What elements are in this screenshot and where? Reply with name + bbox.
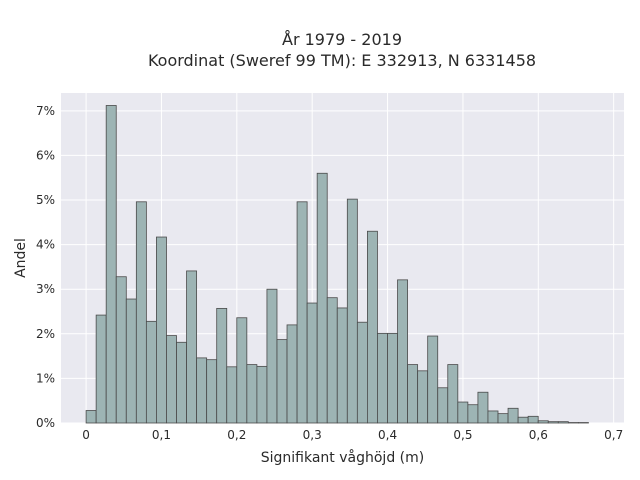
histogram-bar xyxy=(407,364,419,424)
chart-title-line-2: Koordinat (Sweref 99 TM): E 332913, N 63… xyxy=(148,51,536,70)
histogram-bar xyxy=(557,421,569,424)
histogram-bar xyxy=(266,288,278,424)
y-tick-label: 1% xyxy=(36,371,55,385)
bars xyxy=(85,105,589,424)
x-tick-label: 0,2 xyxy=(227,428,246,442)
histogram-bar xyxy=(105,105,117,424)
histogram-bar xyxy=(166,335,177,424)
histogram-bar xyxy=(547,421,559,424)
histogram-bar xyxy=(156,236,167,424)
histogram-bar xyxy=(427,335,439,424)
y-tick-label: 7% xyxy=(36,104,55,118)
histogram-bar xyxy=(507,407,519,424)
histogram-bar xyxy=(417,370,429,424)
histogram-bar xyxy=(457,401,469,424)
histogram-bar xyxy=(517,416,529,424)
histogram-bar xyxy=(296,201,308,424)
x-axis-ticks: 0 0,1 0,2 0,3 0,4 0,5 0,6 0,7 xyxy=(82,428,623,442)
chart-title-line-1: År 1979 - 2019 xyxy=(282,30,402,49)
y-tick-label: 5% xyxy=(36,193,55,207)
x-tick-label: 0,6 xyxy=(529,428,548,442)
histogram-bar xyxy=(286,324,298,424)
histogram-bar xyxy=(447,364,459,424)
x-tick-label: 0,7 xyxy=(604,428,623,442)
histogram-bar xyxy=(186,270,198,424)
x-tick-label: 0,4 xyxy=(378,428,397,442)
histogram-bar xyxy=(216,307,228,424)
histogram-bar xyxy=(226,366,238,424)
y-tick-label: 0% xyxy=(36,416,55,430)
histogram-bar xyxy=(487,410,499,424)
x-tick-label: 0,1 xyxy=(152,428,171,442)
histogram-bar xyxy=(326,297,338,424)
histogram-bar xyxy=(316,172,328,424)
histogram-bar xyxy=(196,357,208,424)
histogram-bar xyxy=(356,321,368,424)
histogram-bar xyxy=(477,391,489,424)
y-tick-label: 2% xyxy=(36,327,55,341)
y-tick-label: 3% xyxy=(36,282,55,296)
histogram-bar xyxy=(397,279,408,424)
y-tick-label: 4% xyxy=(36,238,55,252)
histogram-bar xyxy=(135,201,147,424)
x-tick-label: 0,5 xyxy=(453,428,472,442)
histogram-bar xyxy=(246,364,258,424)
histogram-bar xyxy=(437,387,449,424)
y-axis-title: Andel xyxy=(13,238,29,278)
histogram-bar xyxy=(256,365,268,424)
y-tick-label: 6% xyxy=(36,148,55,162)
histogram-bar xyxy=(467,404,479,424)
histogram-bar xyxy=(336,307,348,424)
x-tick-label: 0,3 xyxy=(303,428,322,442)
histogram-bar xyxy=(527,415,539,424)
histogram-bar xyxy=(125,298,137,424)
histogram-bar xyxy=(206,359,218,424)
histogram-bar xyxy=(236,317,248,424)
histogram-bar xyxy=(145,320,157,424)
histogram-bar xyxy=(115,276,127,424)
histogram-bar xyxy=(276,339,288,424)
histogram-bar xyxy=(85,410,97,424)
histogram-bar xyxy=(367,230,378,424)
histogram-bar xyxy=(176,341,187,424)
histogram-bar xyxy=(387,332,398,424)
histogram-bar xyxy=(306,302,318,424)
x-axis-title: Signifikant våghöjd (m) xyxy=(261,449,424,466)
x-tick-label: 0 xyxy=(82,428,90,442)
histogram-bar xyxy=(537,420,549,424)
histogram-bar xyxy=(377,332,388,424)
y-axis-ticks: 0% 1% 2% 3% 4% 5% 6% 7% xyxy=(36,104,55,430)
histogram-bar xyxy=(346,198,358,424)
histogram-bar xyxy=(497,413,509,424)
histogram-bar xyxy=(95,314,107,424)
